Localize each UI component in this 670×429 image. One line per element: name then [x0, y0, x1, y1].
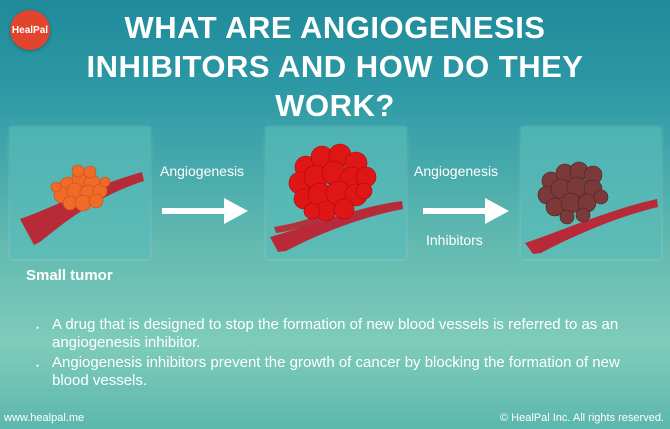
angiogenesis-inhibitors-label-top: Angiogenesis: [414, 163, 499, 179]
bullet-list: • A drug that is designed to stop the fo…: [36, 316, 646, 392]
arrow-right-icon: [423, 198, 509, 224]
small-tumor-caption: Small tumor: [26, 267, 113, 284]
website-link[interactable]: www.healpal.me: [4, 412, 85, 424]
arrow-right-icon: [162, 198, 248, 224]
small-tumor-illustration: [20, 164, 144, 245]
bullet-icon: •: [36, 361, 40, 371]
healpal-logo: HealPal: [10, 10, 50, 50]
list-item: • Angiogenesis inhibitors prevent the gr…: [36, 354, 620, 389]
inhibited-tumor-panel: [521, 127, 661, 259]
angiogenesis-label: Angiogenesis: [160, 163, 245, 179]
angiogenesis-panel: [266, 127, 406, 259]
list-item: • A drug that is designed to stop the fo…: [36, 316, 619, 351]
angiogenesis-inhibitors-label-bottom: Inhibitors: [426, 232, 483, 248]
page-title: WHAT ARE ANGIOGENESIS INHIBITORS AND HOW…: [86, 10, 584, 123]
bullet-icon: •: [36, 323, 40, 333]
copyright-text: © HealPal Inc. All rights reserved.: [499, 412, 664, 424]
inhibited-tumor-illustration: [525, 161, 658, 254]
large-tumor-illustration: [270, 143, 403, 252]
small-tumor-panel: [10, 127, 150, 259]
